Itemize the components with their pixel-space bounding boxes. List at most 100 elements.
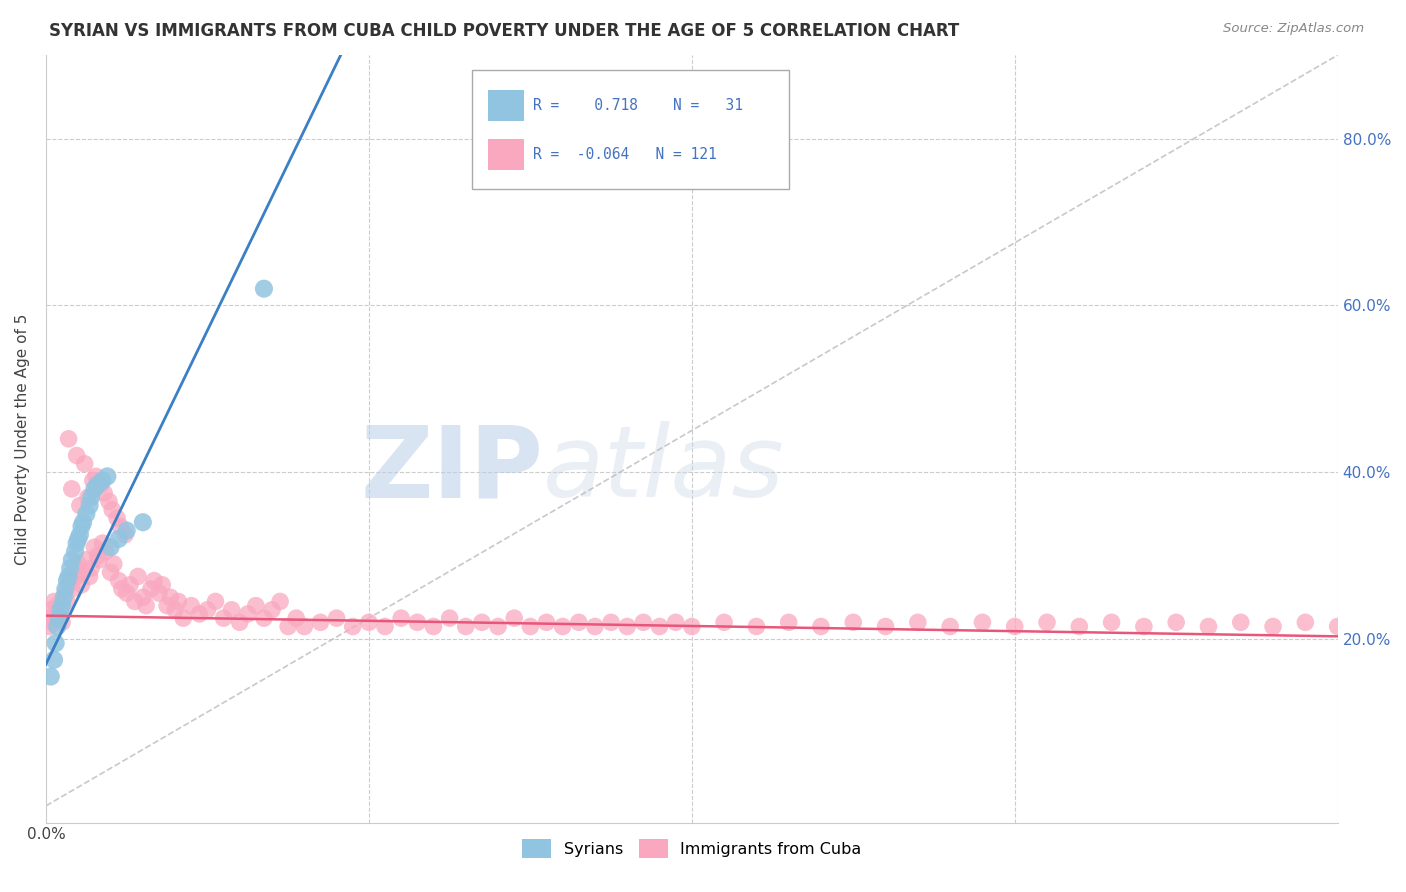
Point	[665, 615, 688, 630]
Point	[111, 582, 134, 596]
Point	[60, 482, 83, 496]
Point	[148, 586, 170, 600]
Text: atlas: atlas	[543, 421, 785, 518]
Point	[1261, 619, 1284, 633]
Point	[292, 619, 315, 633]
Point	[1229, 615, 1251, 630]
Point	[681, 619, 703, 633]
Point	[245, 599, 267, 613]
Point	[101, 502, 124, 516]
Point	[77, 490, 100, 504]
Point	[115, 586, 138, 600]
Text: R =    0.718    N =   31: R = 0.718 N = 31	[533, 98, 744, 113]
Point	[53, 582, 76, 596]
Point	[46, 619, 69, 633]
Point	[875, 619, 897, 633]
Point	[45, 636, 67, 650]
Point	[204, 594, 226, 608]
Point	[83, 482, 105, 496]
Point	[66, 569, 89, 583]
Point	[63, 544, 86, 558]
Point	[67, 532, 90, 546]
Point	[38, 619, 60, 633]
Point	[132, 591, 155, 605]
Point	[325, 611, 347, 625]
Point	[42, 594, 65, 608]
Point	[150, 578, 173, 592]
Point	[45, 607, 67, 621]
Point	[107, 574, 129, 588]
Point	[519, 619, 541, 633]
Point	[156, 599, 179, 613]
Text: SYRIAN VS IMMIGRANTS FROM CUBA CHILD POVERTY UNDER THE AGE OF 5 CORRELATION CHAR: SYRIAN VS IMMIGRANTS FROM CUBA CHILD POV…	[49, 22, 959, 40]
Point	[471, 615, 494, 630]
Point	[842, 615, 865, 630]
Point	[103, 557, 125, 571]
Point	[135, 599, 157, 613]
Point	[72, 566, 94, 580]
Bar	[488, 90, 524, 121]
Point	[58, 432, 80, 446]
Point	[70, 578, 93, 592]
Point	[1101, 615, 1123, 630]
Point	[616, 619, 638, 633]
Point	[167, 594, 190, 608]
Point	[75, 553, 97, 567]
Point	[67, 557, 90, 571]
Point	[51, 599, 73, 613]
Point	[1326, 619, 1348, 633]
Point	[60, 582, 83, 596]
Point	[86, 549, 108, 563]
Point	[253, 611, 276, 625]
Point	[172, 611, 194, 625]
Point	[810, 619, 832, 633]
Point	[132, 515, 155, 529]
Point	[127, 569, 149, 583]
Point	[86, 477, 108, 491]
Point	[212, 611, 235, 625]
Point	[73, 457, 96, 471]
Point	[197, 603, 219, 617]
Point	[389, 611, 412, 625]
Point	[93, 486, 115, 500]
Point	[69, 499, 91, 513]
Point	[972, 615, 994, 630]
Point	[180, 599, 202, 613]
Point	[39, 603, 62, 617]
Point	[568, 615, 591, 630]
Point	[277, 619, 299, 633]
Point	[1166, 615, 1188, 630]
Point	[59, 574, 82, 588]
Point	[90, 477, 112, 491]
Point	[110, 519, 132, 533]
Point	[269, 594, 291, 608]
Point	[72, 515, 94, 529]
Legend: Syrians, Immigrants from Cuba: Syrians, Immigrants from Cuba	[516, 832, 868, 864]
Point	[84, 469, 107, 483]
Text: R =  -0.064   N = 121: R = -0.064 N = 121	[533, 147, 717, 162]
FancyBboxPatch shape	[472, 70, 789, 189]
Point	[75, 507, 97, 521]
Point	[46, 599, 69, 613]
Point	[56, 594, 79, 608]
Point	[633, 615, 655, 630]
Point	[89, 553, 111, 567]
Point	[83, 541, 105, 555]
Point	[486, 619, 509, 633]
Point	[42, 653, 65, 667]
Text: Source: ZipAtlas.com: Source: ZipAtlas.com	[1223, 22, 1364, 36]
Point	[236, 607, 259, 621]
Point	[80, 561, 103, 575]
Point	[60, 553, 83, 567]
Point	[59, 561, 82, 575]
Point	[82, 474, 104, 488]
Point	[1036, 615, 1059, 630]
Point	[228, 615, 250, 630]
Point	[551, 619, 574, 633]
Point	[536, 615, 558, 630]
Point	[53, 586, 76, 600]
Point	[907, 615, 929, 630]
Point	[91, 474, 114, 488]
Point	[100, 566, 122, 580]
Point	[143, 574, 166, 588]
